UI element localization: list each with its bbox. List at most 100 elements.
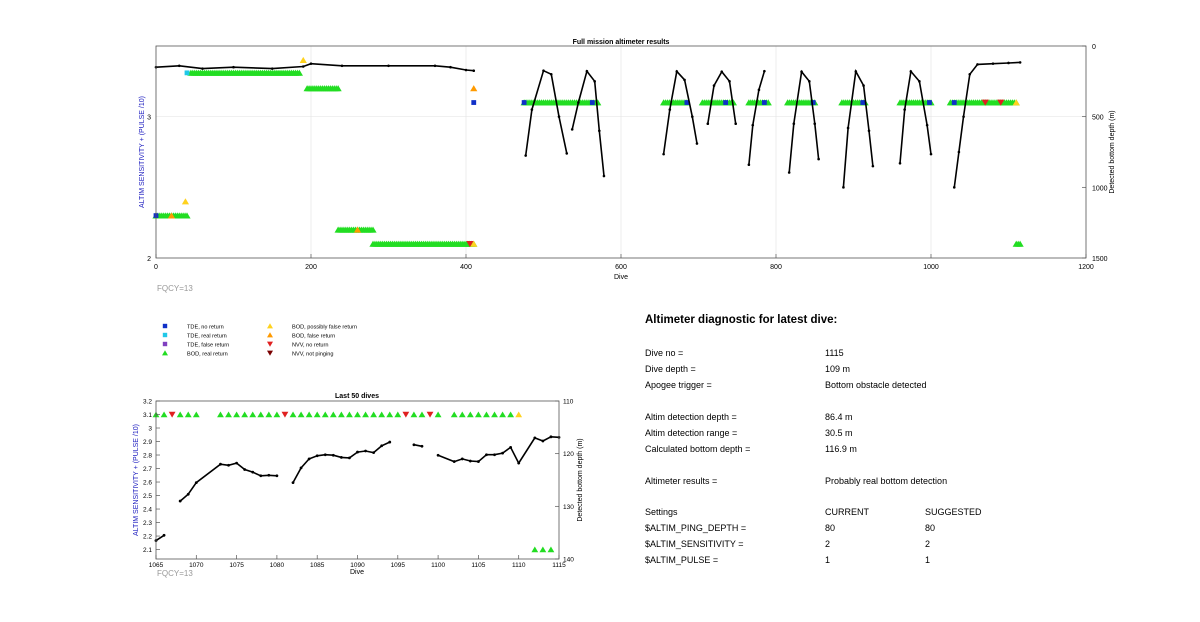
main-chart-marker: [470, 85, 478, 92]
zoom-chart-depth-point: [549, 435, 553, 439]
main-chart-depth-point: [962, 115, 965, 118]
zoom-chart-depth-point: [331, 453, 335, 457]
main-chart-depth-point: [757, 88, 761, 92]
main-chart-depth-point: [691, 115, 694, 118]
legend-label: TDE, false return: [187, 343, 229, 349]
main-chart-grid: [155, 46, 1087, 258]
main-chart-marker: [589, 100, 595, 105]
zoom-chart-marker: [176, 411, 184, 418]
diagnostic-label: Settings: [645, 507, 678, 517]
main-chart-marker: [466, 240, 474, 248]
zoom-chart-y2-tick-label: 110: [563, 399, 574, 406]
main-chart-depth-point: [813, 122, 817, 126]
main-chart-depth-point: [683, 78, 686, 82]
zoom-chart-xlabel: Dive: [350, 569, 364, 576]
zoom-chart-marker: [531, 546, 539, 553]
main-chart-depth-point: [952, 186, 956, 189]
zoom-chart-depth-point: [372, 451, 376, 455]
zoom-chart-depth-point: [477, 460, 480, 463]
zoom-chart-depth-point: [485, 453, 488, 457]
diagnostic-label: Altim detection depth =: [645, 412, 737, 422]
main-chart-marker: [167, 212, 176, 219]
zoom-chart-ylabel-left: ALTIM SENSITIVITY + (PULSE /10): [133, 424, 140, 536]
main-chart-marker: [860, 100, 866, 105]
zoom-chart-y-tick-label: 2.6: [143, 480, 152, 487]
main-chart-x-tick-label: 600: [615, 264, 627, 271]
diagnostic-value: 116.9 m: [825, 444, 857, 454]
marker-legend: TDE, no return TDE, real return TDE, false…: [162, 323, 357, 358]
main-chart-marker: [1016, 240, 1024, 247]
main-chart-depth-point: [387, 64, 390, 68]
main-chart-marker: [181, 198, 190, 205]
zoom-chart-marker: [265, 411, 273, 418]
diagnostic-value: 1115: [825, 348, 844, 358]
main-chart-y2-tick-label: 1000: [1092, 185, 1108, 192]
zoom-chart-marker: [329, 411, 337, 418]
zoom-chart-y-tick-label: 2.2: [143, 534, 152, 541]
zoom-chart-marker: [241, 411, 249, 418]
zoom-chart-marker: [418, 411, 426, 418]
diagnostic-value: 2: [825, 539, 831, 549]
main-chart-depth-line: [524, 69, 568, 156]
zoom-chart-depth-point: [315, 454, 319, 458]
main-chart-marker: [981, 99, 989, 106]
legend-marker: [162, 350, 168, 356]
diagnostic-value: CURRENT: [825, 507, 869, 517]
main-chart-depth-line: [662, 69, 698, 155]
zoom-chart-marker: [402, 411, 410, 418]
main-chart-depth-point: [929, 152, 933, 156]
diagnostic-row: $ALTIM_PING_DEPTH = 80 80: [645, 523, 1065, 535]
main-chart-depth-line: [155, 62, 474, 72]
zoom-chart-marker: [168, 411, 176, 418]
zoom-chart-depth-point: [194, 481, 198, 485]
zoom-chart-x-tick-label: 1115: [552, 562, 566, 569]
diagnostic-row: Settings CURRENT SUGGESTED: [645, 507, 1065, 519]
main-chart-depth-point: [542, 69, 545, 73]
zoom-chart-depth-line: [155, 534, 165, 542]
main-chart-depth-point: [925, 123, 929, 127]
main-chart-depth-point: [706, 122, 710, 126]
diagnostic-row: Calculated bottom depth = 116.9 m: [645, 444, 1065, 456]
zoom-chart-depth-series: [154, 435, 561, 542]
zoom-chart-marker: [370, 411, 378, 418]
zoom-chart-marker: [192, 411, 200, 418]
main-chart-depth-point: [747, 163, 751, 167]
zoom-chart-depth-line: [437, 435, 560, 465]
zoom-chart-x-tick-label: 1100: [431, 562, 445, 569]
zoom-chart-marker: [354, 411, 361, 418]
main-chart-marker: [353, 226, 362, 233]
main-chart-depth-point: [301, 65, 305, 68]
main-chart-x-tick-label: 0: [154, 264, 158, 271]
zoom-chart-x-tick-label: 1075: [229, 562, 244, 569]
main-chart-depth-point: [800, 70, 803, 74]
zoom-chart-marker: [233, 411, 240, 418]
diagnostic-label: Dive no =: [645, 348, 684, 358]
main-chart-depth-point: [570, 128, 574, 131]
main-chart-depth-point: [1018, 61, 1022, 64]
main-chart-marker: [594, 99, 602, 106]
main-chart-y2-tick-label: 1500: [1092, 256, 1108, 263]
main-chart-marker: [927, 100, 932, 105]
main-chart-depth-point: [524, 154, 527, 157]
diagnostic-label: Apogee trigger =: [645, 380, 712, 390]
main-chart-ylabel-left: ALTIM SENSITIVITY + (PULSE /10): [139, 96, 146, 208]
zoom-chart-marker: [499, 411, 506, 418]
diagnostic-row: Altimeter results = Probably real bottom …: [645, 476, 1065, 488]
diagnostic-label: $ALTIM_SENSITIVITY =: [645, 539, 744, 549]
diagnostic-title: Altimeter diagnostic for latest dive:: [645, 314, 838, 326]
main-chart-depth-point: [842, 186, 845, 189]
zoom-chart-marker: [507, 411, 515, 418]
main-chart-depth-point: [871, 164, 875, 168]
diagnostic-value: 1: [825, 555, 831, 565]
main-chart-depth-point: [792, 122, 796, 126]
main-chart-marker: [684, 100, 690, 105]
zoom-chart-depth-point: [509, 445, 513, 449]
main-chart-fqcy: FQCY=13: [157, 284, 193, 293]
main-chart-depth-point: [593, 80, 596, 83]
zoom-chart-marker: [386, 411, 394, 418]
diagnostic-value: 86.4 m: [825, 412, 853, 422]
zoom-chart-depth-point: [501, 451, 504, 455]
zoom-chart-y-tick-label: 3.1: [143, 412, 152, 419]
diagnostic-value: Probably real bottom detection: [825, 476, 948, 486]
